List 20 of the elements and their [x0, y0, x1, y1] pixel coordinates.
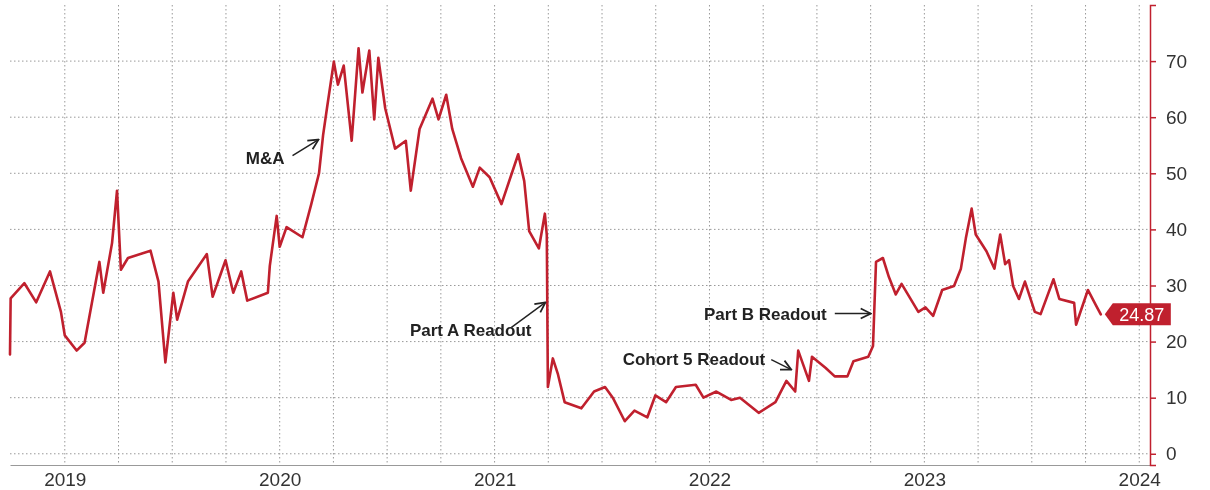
y-tick-label: 60 [1166, 106, 1188, 128]
x-tick-label: 2024 [1118, 469, 1162, 490]
x-tick-label: 2019 [44, 469, 87, 490]
annotation: Cohort 5 Readout [622, 349, 766, 369]
x-tick-label: 2020 [259, 469, 302, 490]
annotation: Part A Readout [409, 321, 532, 341]
y-tick-label: 20 [1166, 331, 1188, 353]
y-tick-label: 30 [1166, 275, 1188, 297]
annotation: M&A [245, 148, 285, 168]
y-tick-label: 10 [1166, 387, 1188, 409]
y-tick-label: 50 [1166, 162, 1188, 184]
annotation: Part B Readout [703, 304, 828, 324]
x-tick-label: 2021 [473, 469, 517, 490]
data-label: 24.87 [1119, 304, 1165, 325]
line-series [8, 46, 1103, 423]
x-tick-label: 2022 [688, 469, 732, 490]
y-tick-label: 40 [1166, 218, 1188, 240]
y-tick-label: 70 [1166, 50, 1188, 72]
x-tick-label: 2023 [903, 469, 946, 490]
y-tick-label: 0 [1166, 443, 1177, 465]
